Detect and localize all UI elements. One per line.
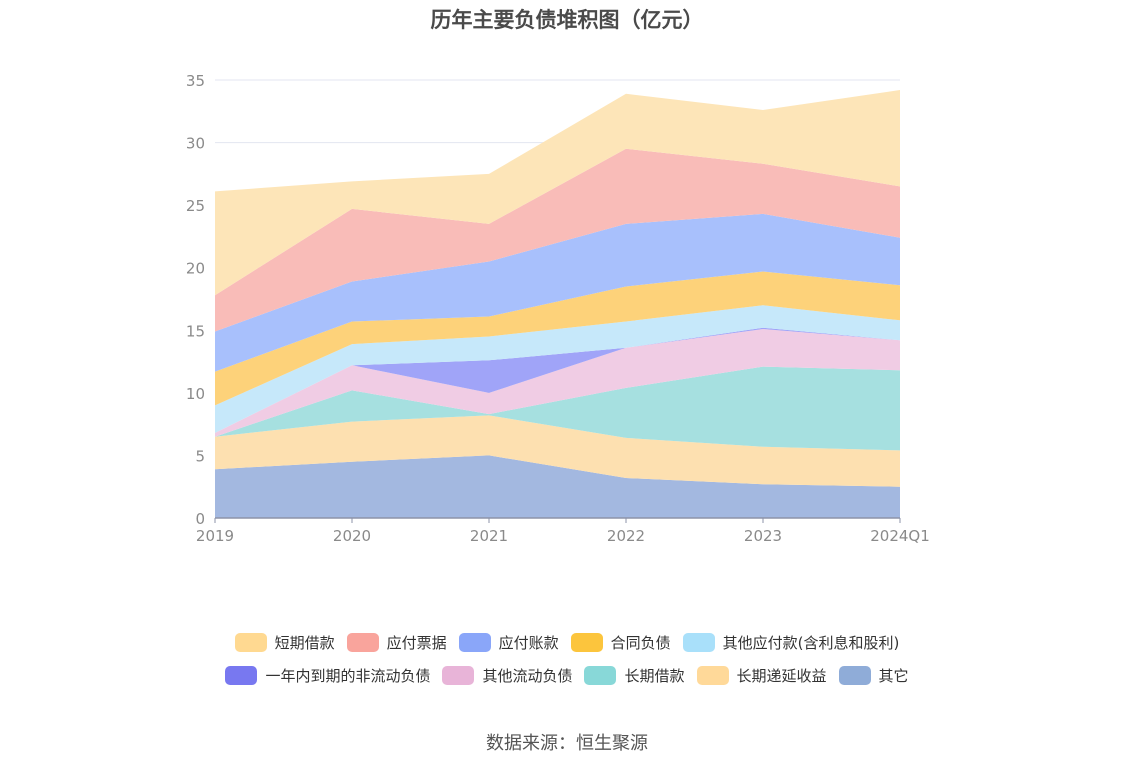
area-长期递延收益	[215, 415, 900, 487]
legend-swatch	[442, 666, 475, 685]
legend-swatch	[696, 666, 729, 685]
y-tick-label: 5	[195, 447, 205, 465]
legend-label: 其他应付款(含利息和股利)	[722, 634, 900, 652]
legend-swatch	[346, 633, 379, 652]
area-应付账款	[215, 213, 900, 372]
source-note: 数据来源：恒生聚源	[486, 733, 648, 754]
y-tick-label: 15	[186, 322, 205, 340]
stacked-area-chart: 0 5 10 15 20 25 30 35 2019 2020 2021 2022 2023 2024Q1	[186, 72, 930, 545]
legend-item[interactable]: 短期借款	[234, 632, 335, 653]
legend-swatch	[584, 666, 617, 685]
x-tick-label: 2024Q1	[870, 527, 930, 545]
legend-row-1: 短期借款 应付票据 应付账款 合同负债 其他应付款(含利息和股利)	[0, 632, 1134, 653]
legend-label: 合同负债	[610, 634, 671, 652]
y-tick-label: 25	[186, 197, 205, 215]
legend-item[interactable]: 合同负债	[570, 632, 671, 653]
y-tick-label: 20	[186, 260, 205, 278]
legend-swatch	[234, 633, 267, 652]
legend-swatch	[838, 666, 871, 685]
area-长期借款	[215, 366, 900, 451]
x-tick-label: 2019	[196, 527, 234, 545]
legend-label: 应付账款	[498, 634, 559, 652]
legend-swatch	[570, 633, 603, 652]
legend-swatch	[682, 633, 715, 652]
legend-label: 其他流动负债	[482, 667, 573, 685]
legend-label: 长期递延收益	[736, 667, 827, 685]
x-tick-label: 2021	[470, 527, 508, 545]
legend-label: 短期借款	[274, 634, 335, 652]
area-series	[215, 90, 900, 518]
area-其他流动负债	[215, 329, 900, 437]
axes: 0 5 10 15 20 25 30 35 2019 2020 2021 2022 2023 2024Q1	[186, 72, 930, 545]
x-tick-label: 2020	[333, 527, 371, 545]
legend-item[interactable]: 长期递延收益	[696, 665, 827, 686]
chart-title: 历年主要负债堆积图（亿元）	[430, 8, 704, 32]
legend-item[interactable]: 长期借款	[584, 665, 685, 686]
y-tick-label: 30	[186, 135, 205, 153]
area-合同负债	[215, 271, 900, 406]
legend-item[interactable]: 应付票据	[346, 632, 447, 653]
legend-label: 一年内到期的非流动负债	[265, 667, 431, 685]
legend-label: 其它	[878, 667, 909, 685]
y-tick-label: 35	[186, 72, 205, 90]
legend-swatch	[225, 666, 258, 685]
y-tick-label: 0	[195, 510, 205, 528]
area-应付票据	[215, 148, 900, 332]
area-短期借款	[215, 90, 900, 296]
legend-row-2: 一年内到期的非流动负债 其他流动负债 长期借款 长期递延收益 其它	[0, 665, 1134, 686]
legend-label: 长期借款	[624, 667, 685, 685]
x-tick-label: 2022	[607, 527, 645, 545]
legend-item[interactable]: 一年内到期的非流动负债	[225, 665, 430, 686]
legend-label: 应付票据	[386, 634, 447, 652]
legend-swatch	[458, 633, 491, 652]
area-其他应付款(含利息和股利)	[215, 305, 900, 433]
legend-item[interactable]: 其他流动负债	[442, 665, 572, 686]
area-其它	[215, 455, 900, 518]
y-tick-label: 10	[186, 385, 205, 403]
legend-item[interactable]: 其他应付款(含利息和股利)	[682, 632, 900, 653]
legend-item[interactable]: 其它	[838, 665, 909, 686]
legend-item[interactable]: 应付账款	[458, 632, 559, 653]
x-tick-label: 2023	[744, 527, 782, 545]
